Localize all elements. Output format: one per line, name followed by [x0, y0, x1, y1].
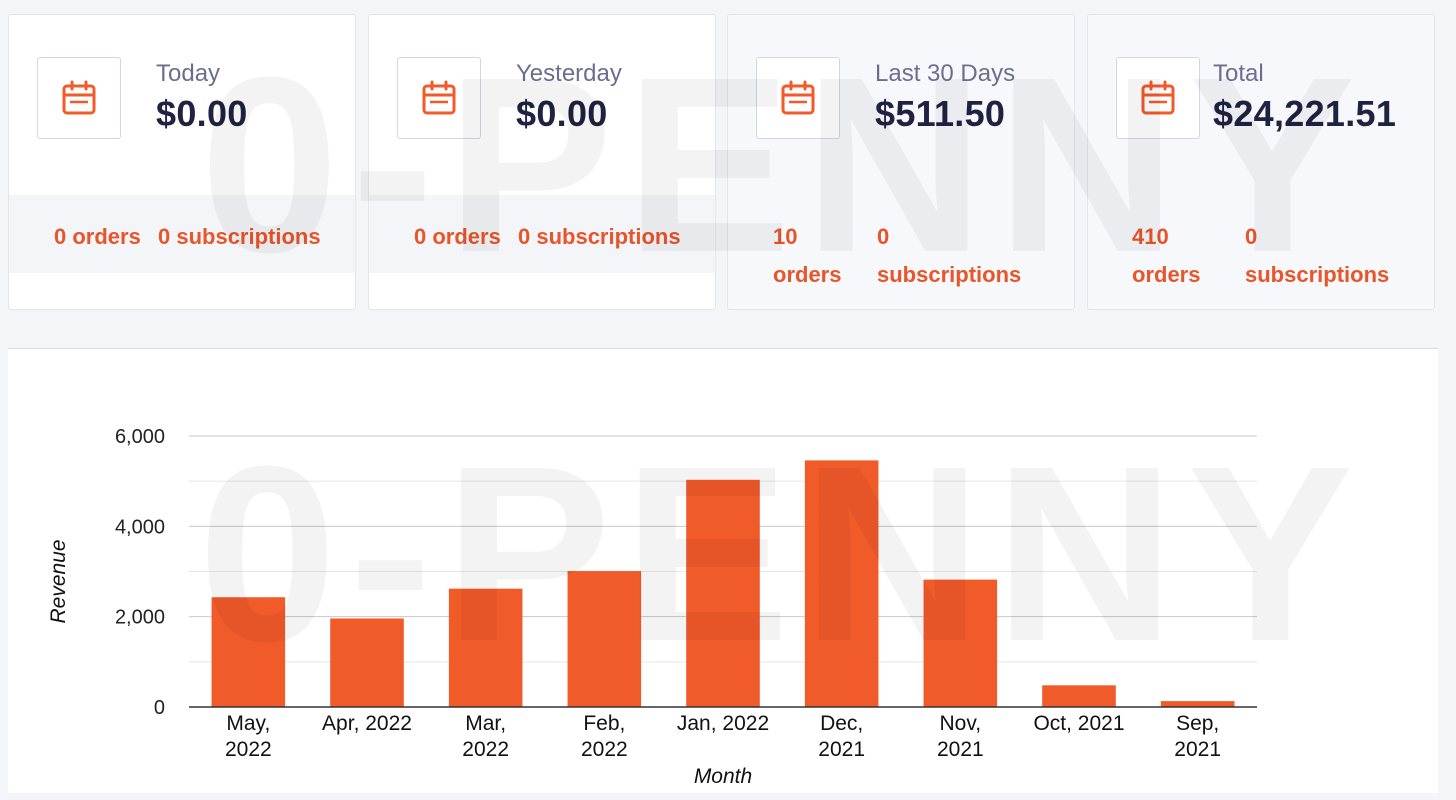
card-last-30-days: Last 30 Days $511.50 10 orders 0 subscri… [727, 14, 1075, 310]
revenue-chart-panel: 0 2,000 4,000 6,000 May, 2022 Apr, 2022 Mar, 20… [8, 348, 1438, 793]
orders-link[interactable]: 0 orders [414, 224, 501, 249]
calendar-icon-box [397, 57, 481, 139]
y-tick-label: 4,000 [115, 516, 165, 538]
y-tick-label: 0 [154, 697, 165, 719]
bar[interactable] [923, 579, 998, 707]
calendar-icon [1141, 80, 1175, 115]
y-tick-label: 6,000 [115, 426, 165, 448]
card-band [9, 195, 355, 273]
y-axis-label: Revenue [47, 539, 70, 623]
card-amount: $511.50 [875, 93, 1006, 134]
card-today: Today $0.00 0 orders 0 subscriptions [8, 14, 356, 310]
calendar-icon [422, 80, 456, 115]
orders-link[interactable]: 0 orders [54, 224, 141, 249]
x-tick-label: Mar, 2022 [462, 712, 509, 761]
orders-count: 410 [1132, 224, 1169, 249]
x-tick-label: May, 2022 [225, 712, 272, 761]
x-axis-ticks: May, 2022 Apr, 2022 Mar, 2022 Feb, 2022 Jan, 20… [225, 712, 1221, 761]
x-tick-label: Feb, 2022 [581, 712, 628, 761]
revenue-bar-chart: 0 2,000 4,000 6,000 May, 2022 Apr, 2022 Mar, 20… [47, 426, 1257, 788]
card-yesterday: Yesterday $0.00 0 orders 0 subscriptions [368, 14, 716, 310]
subscriptions-count: 0 [1245, 224, 1258, 249]
x-tick-label: Sep, 2021 [1174, 712, 1221, 761]
subscriptions-link[interactable]: 0 subscriptions [518, 224, 681, 249]
bar[interactable] [1042, 685, 1116, 707]
bar[interactable] [686, 479, 760, 707]
subscriptions-link[interactable]: 0 subscriptions [877, 218, 1021, 294]
calendar-icon [62, 80, 96, 115]
calendar-icon-box [756, 57, 840, 139]
subscriptions-link[interactable]: 0 subscriptions [158, 224, 321, 249]
x-tick-label: Dec, 2021 [818, 712, 865, 761]
card-amount: $24,221.51 [1213, 93, 1397, 134]
bar[interactable] [1160, 701, 1235, 707]
x-tick-label: Nov, 2021 [937, 712, 984, 761]
summary-cards: Today $0.00 0 orders 0 subscriptions Yes… [0, 0, 1456, 320]
orders-count: 10 [773, 224, 798, 249]
orders-link[interactable]: 410 orders [1132, 218, 1200, 294]
bar[interactable] [567, 571, 642, 707]
subscriptions-word: subscriptions [1245, 262, 1390, 287]
card-total: Total $24,221.51 410 orders 0 subscripti… [1087, 14, 1435, 310]
calendar-icon [781, 80, 815, 115]
card-amount: $0.00 [516, 93, 608, 134]
y-axis-ticks: 0 2,000 4,000 6,000 [115, 426, 165, 719]
calendar-icon-box [37, 57, 121, 139]
bar[interactable] [448, 588, 523, 707]
card-period-label: Last 30 Days [875, 60, 1016, 87]
card-period-label: Yesterday [516, 60, 622, 87]
y-tick-label: 2,000 [115, 607, 165, 629]
card-period-label: Today [156, 60, 221, 87]
orders-word: orders [1132, 262, 1201, 287]
subscriptions-word: subscriptions [877, 262, 1022, 287]
chart-bars [211, 460, 1235, 707]
x-tick-label: Oct, 2021 [1033, 712, 1124, 735]
calendar-icon-box [1116, 57, 1200, 139]
orders-link[interactable]: 10 orders [773, 218, 841, 294]
x-tick-label: Jan, 2022 [677, 712, 769, 735]
subscriptions-count: 0 [877, 224, 890, 249]
bar[interactable] [211, 597, 286, 707]
orders-word: orders [773, 262, 842, 287]
x-axis-label: Month [694, 765, 752, 788]
bar[interactable] [330, 618, 404, 707]
card-band [369, 195, 715, 273]
x-tick-label: Apr, 2022 [322, 712, 412, 735]
subscriptions-link[interactable]: 0 subscriptions [1245, 218, 1389, 294]
card-period-label: Total [1213, 60, 1264, 87]
card-amount: $0.00 [156, 93, 248, 134]
bar[interactable] [804, 460, 879, 707]
